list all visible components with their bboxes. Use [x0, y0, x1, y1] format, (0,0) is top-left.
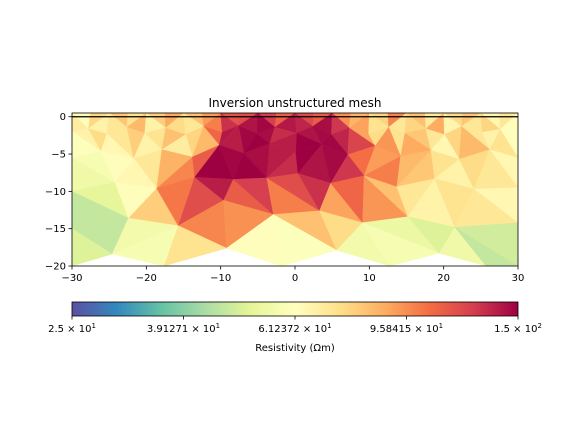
mesh-cell [454, 227, 518, 266]
chart-title: Inversion unstructured mesh [209, 96, 382, 110]
y-tick-label: −5 [51, 150, 66, 161]
colorbar-tick-label: 2.5 × 101 [48, 322, 96, 335]
y-axis: 0 −5 −10 −15 −20 [45, 112, 72, 273]
y-tick-label: 0 [60, 112, 66, 123]
mesh-cell [362, 222, 440, 266]
mesh-layer [72, 113, 518, 266]
x-tick-label: 0 [292, 273, 298, 284]
colorbar-ticks: 2.5 × 101 3.91271 × 101 6.12372 × 101 9.584… [48, 316, 542, 335]
x-tick-label: −20 [136, 273, 157, 284]
x-tick-label: 10 [363, 273, 376, 284]
mesh-cell [163, 225, 228, 266]
y-tick-label: −20 [45, 262, 66, 273]
x-tick-label: −30 [61, 273, 82, 284]
y-tick-label: −10 [45, 187, 66, 198]
x-tick-label: 20 [437, 273, 450, 284]
colorbar [71, 301, 519, 317]
colorbar-tick-label: 6.12372 × 101 [258, 322, 331, 335]
y-tick-label: −15 [45, 224, 66, 235]
mesh-cell [72, 228, 113, 266]
colorbar-label: Resistivity (Ωm) [255, 343, 335, 354]
x-tick-label: −10 [210, 273, 231, 284]
colorbar-tick-label: 3.91271 × 101 [147, 322, 220, 335]
x-tick-label: 30 [512, 273, 525, 284]
colorbar-tick-label: 1.5 × 102 [494, 322, 542, 335]
colorbar-tick-label: 9.58415 × 101 [370, 322, 443, 335]
mesh-cell [273, 214, 338, 266]
x-axis: −30 −20 −10 0 10 20 30 [61, 266, 524, 284]
